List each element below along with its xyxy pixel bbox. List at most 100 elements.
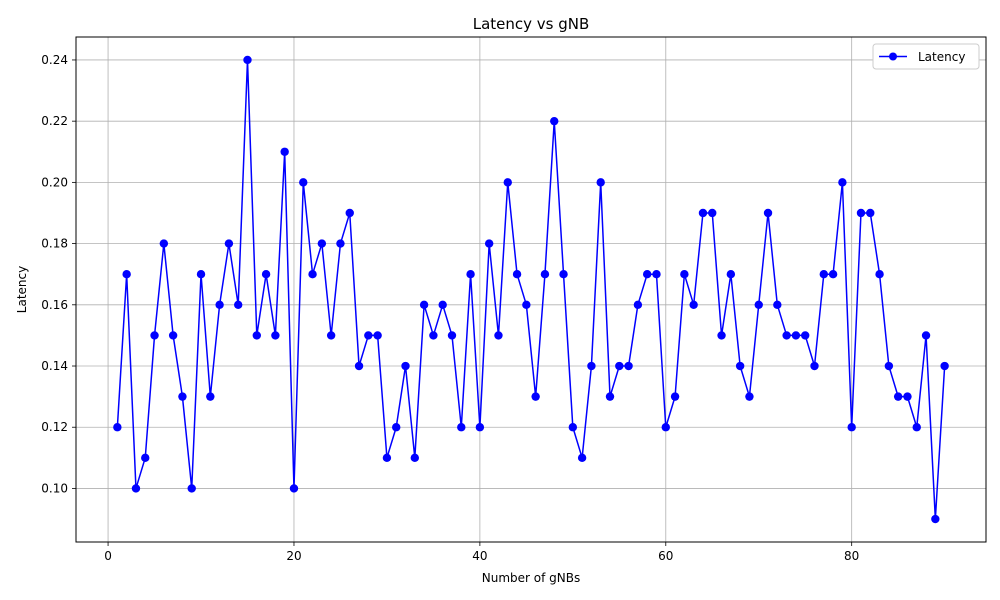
data-point bbox=[661, 423, 670, 432]
data-point bbox=[196, 269, 206, 279]
data-point bbox=[745, 392, 754, 401]
data-point bbox=[717, 331, 726, 340]
x-tick-label: 40 bbox=[472, 549, 487, 563]
data-point bbox=[131, 484, 141, 493]
data-point bbox=[336, 239, 345, 248]
x-axis-label: Number of gNBs bbox=[482, 571, 580, 585]
data-point bbox=[615, 361, 624, 371]
series-layer bbox=[113, 55, 949, 524]
data-point bbox=[466, 269, 475, 279]
grid-lines bbox=[76, 37, 986, 542]
data-point bbox=[252, 331, 261, 340]
data-point bbox=[828, 269, 838, 279]
data-point bbox=[838, 178, 847, 187]
data-point bbox=[652, 269, 661, 279]
y-tick-label: 0.18 bbox=[41, 237, 68, 251]
data-point bbox=[512, 269, 522, 279]
data-point bbox=[215, 300, 224, 310]
data-point bbox=[642, 269, 652, 279]
data-point bbox=[326, 331, 336, 340]
data-point bbox=[299, 178, 308, 187]
x-tick-label: 0 bbox=[104, 549, 112, 563]
data-point bbox=[531, 392, 540, 401]
data-point bbox=[168, 331, 178, 340]
data-point bbox=[261, 269, 271, 279]
data-point bbox=[605, 392, 615, 401]
data-point bbox=[364, 331, 373, 340]
data-point bbox=[187, 484, 196, 493]
y-tick-label: 0.10 bbox=[41, 481, 68, 495]
data-point bbox=[280, 147, 289, 156]
data-point bbox=[698, 208, 708, 218]
data-point bbox=[475, 423, 485, 432]
data-point bbox=[596, 178, 605, 187]
data-point bbox=[392, 423, 401, 432]
data-point bbox=[550, 116, 559, 126]
data-point bbox=[178, 392, 187, 401]
chart-title: Latency vs gNB bbox=[473, 15, 590, 33]
data-point bbox=[866, 208, 875, 218]
data-point bbox=[271, 331, 280, 340]
data-point bbox=[754, 300, 763, 310]
series-line-latency bbox=[116, 59, 946, 520]
legend-label-latency: Latency bbox=[918, 50, 965, 64]
x-tick-label: 20 bbox=[286, 549, 301, 563]
data-point bbox=[401, 361, 410, 371]
legend: Latency bbox=[872, 43, 980, 70]
data-point bbox=[559, 269, 568, 279]
data-point bbox=[791, 331, 801, 340]
data-point bbox=[308, 269, 317, 279]
data-point bbox=[819, 269, 828, 279]
data-point bbox=[670, 392, 680, 401]
data-point bbox=[931, 514, 940, 524]
data-point bbox=[940, 361, 949, 371]
data-point bbox=[708, 208, 717, 218]
data-point bbox=[447, 331, 457, 340]
data-point bbox=[494, 331, 503, 340]
y-axis-ticks: 0.10 0.12 0.14 0.16 0.18 0.20 0.22 0.24 bbox=[41, 53, 76, 495]
data-point bbox=[921, 331, 931, 340]
y-tick-label: 0.22 bbox=[41, 114, 68, 128]
plot-area-frame bbox=[75, 36, 987, 543]
data-point bbox=[150, 331, 159, 340]
data-point bbox=[289, 484, 299, 493]
data-point bbox=[345, 208, 354, 218]
data-point bbox=[419, 300, 429, 310]
data-point bbox=[522, 300, 531, 310]
data-point bbox=[782, 331, 791, 340]
data-point bbox=[689, 300, 698, 310]
data-point bbox=[429, 331, 438, 340]
data-point bbox=[587, 361, 596, 371]
y-tick-label: 0.16 bbox=[41, 298, 68, 312]
data-point bbox=[847, 423, 856, 432]
data-point bbox=[912, 423, 921, 432]
data-point bbox=[503, 178, 512, 187]
data-point bbox=[206, 392, 215, 401]
data-point bbox=[856, 208, 866, 218]
data-point bbox=[354, 361, 364, 371]
y-tick-label: 0.20 bbox=[41, 175, 68, 189]
x-tick-label: 80 bbox=[844, 549, 859, 563]
data-point bbox=[373, 331, 382, 340]
data-point bbox=[763, 208, 773, 218]
data-point bbox=[457, 423, 466, 432]
data-point bbox=[680, 269, 689, 279]
data-point bbox=[484, 239, 494, 248]
data-point bbox=[801, 331, 810, 340]
x-tick-label: 60 bbox=[658, 549, 673, 563]
data-point bbox=[234, 300, 243, 310]
y-tick-label: 0.24 bbox=[41, 53, 68, 67]
data-point bbox=[243, 55, 252, 65]
data-point bbox=[903, 392, 912, 401]
data-point bbox=[382, 453, 392, 463]
x-axis-ticks: 0 20 40 60 80 bbox=[104, 542, 859, 563]
data-point bbox=[317, 239, 327, 248]
data-point bbox=[884, 361, 894, 371]
data-point bbox=[624, 361, 633, 371]
data-point bbox=[893, 392, 903, 401]
data-point bbox=[633, 300, 643, 310]
data-point bbox=[224, 239, 234, 248]
data-point bbox=[540, 269, 550, 279]
data-point bbox=[577, 453, 587, 463]
